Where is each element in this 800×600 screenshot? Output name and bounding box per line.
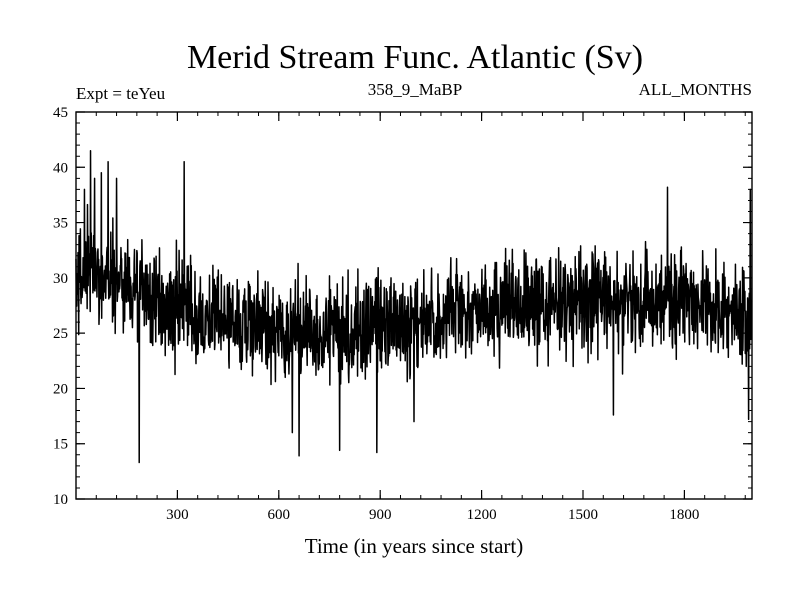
y-tick-label: 30: [53, 271, 68, 287]
y-tick-label: 40: [53, 160, 68, 176]
y-tick-label: 20: [53, 381, 68, 397]
subtitle-left: Expt = teYeu: [76, 84, 166, 103]
y-tick-label: 10: [53, 492, 68, 508]
subtitle-center: 358_9_MaBP: [368, 80, 462, 99]
tick-labels: 10 15 20 25 30 35 40 45 300 600 900 1200 1500 1800: [53, 105, 699, 523]
plot-frame: [75, 111, 753, 500]
x-tick-label: 1500: [568, 507, 598, 523]
x-axis-label: Time (in years since start): [305, 534, 524, 558]
series-group: [75, 149, 753, 464]
x-tick-label: 600: [268, 507, 291, 523]
x-tick-label: 900: [369, 507, 392, 523]
y-tick-label: 25: [53, 326, 68, 342]
x-tick-label: 1800: [669, 507, 699, 523]
series-line: [75, 149, 753, 464]
y-tick-label: 15: [53, 437, 68, 453]
x-tick-label: 300: [166, 507, 189, 523]
subtitle-right: ALL_MONTHS: [639, 80, 752, 99]
x-tick-label: 1200: [467, 507, 497, 523]
y-tick-label: 45: [53, 105, 68, 121]
chart-title: Merid Stream Func. Atlantic (Sv): [187, 39, 643, 76]
y-tick-label: 35: [53, 216, 68, 232]
